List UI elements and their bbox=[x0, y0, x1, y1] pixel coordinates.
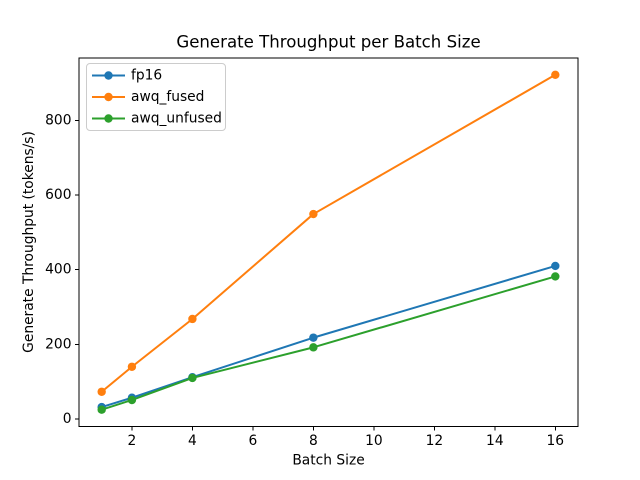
x-tick-label: 14 bbox=[486, 433, 504, 449]
data-point-awq_unfused bbox=[127, 395, 137, 405]
legend-label: fp16 bbox=[131, 68, 162, 84]
data-point-awq_unfused bbox=[188, 373, 197, 383]
legend-marker-icon bbox=[104, 114, 113, 123]
data-point-awq_fused bbox=[551, 70, 560, 80]
data-point-awq_unfused bbox=[551, 272, 560, 281]
x-tick-label: 8 bbox=[309, 433, 318, 449]
data-point-awq_fused bbox=[188, 314, 197, 324]
legend-label: awq_fused bbox=[131, 89, 204, 105]
y-tick-label: 200 bbox=[45, 336, 71, 352]
chart-title: Generate Throughput per Batch Size bbox=[176, 33, 480, 52]
legend-entry-awq_fused: awq_fused bbox=[92, 89, 204, 105]
x-tick-label: 2 bbox=[128, 433, 137, 449]
y-axis-label: Generate Throughput (tokens/s) bbox=[21, 131, 37, 353]
x-axis-label: Batch Size bbox=[292, 453, 364, 469]
x-tick-label: 6 bbox=[249, 433, 258, 449]
data-point-fp16 bbox=[309, 333, 318, 342]
data-point-awq_unfused bbox=[97, 405, 106, 414]
plot-area: 2 4 6 8 10 12 14 16 0 200 400 600 800 fp16 awq_fusedaw… bbox=[45, 57, 579, 449]
legend-label: awq_unfused bbox=[131, 111, 222, 127]
x-tick-label: 10 bbox=[365, 433, 383, 449]
x-tick-label: 16 bbox=[547, 433, 565, 449]
legend-marker-icon bbox=[104, 92, 113, 102]
legend-entry-fp16: fp16 bbox=[92, 68, 162, 84]
series-line-awq_unfused bbox=[100, 275, 557, 411]
x-tick-label: 12 bbox=[426, 433, 444, 449]
y-tick-label: 600 bbox=[45, 187, 71, 203]
data-point-fp16 bbox=[551, 261, 560, 271]
y-tick-label: 800 bbox=[45, 112, 71, 128]
data-point-awq_fused bbox=[97, 387, 106, 396]
legend-marker-icon bbox=[104, 71, 113, 80]
legend-box bbox=[86, 63, 226, 131]
x-tick-label: 4 bbox=[188, 433, 197, 449]
axes-spines bbox=[78, 57, 579, 427]
legend-entry-awq_unfused: awq_unfused bbox=[92, 111, 222, 127]
legend: fp16 awq_fused awq_unfused bbox=[86, 63, 226, 131]
y-tick-label: 400 bbox=[45, 262, 71, 278]
data-point-awq_fused bbox=[309, 209, 318, 219]
data-point-awq_fused bbox=[127, 362, 137, 371]
y-tick-label: 0 bbox=[63, 411, 72, 427]
data-point-awq_unfused bbox=[309, 343, 318, 352]
